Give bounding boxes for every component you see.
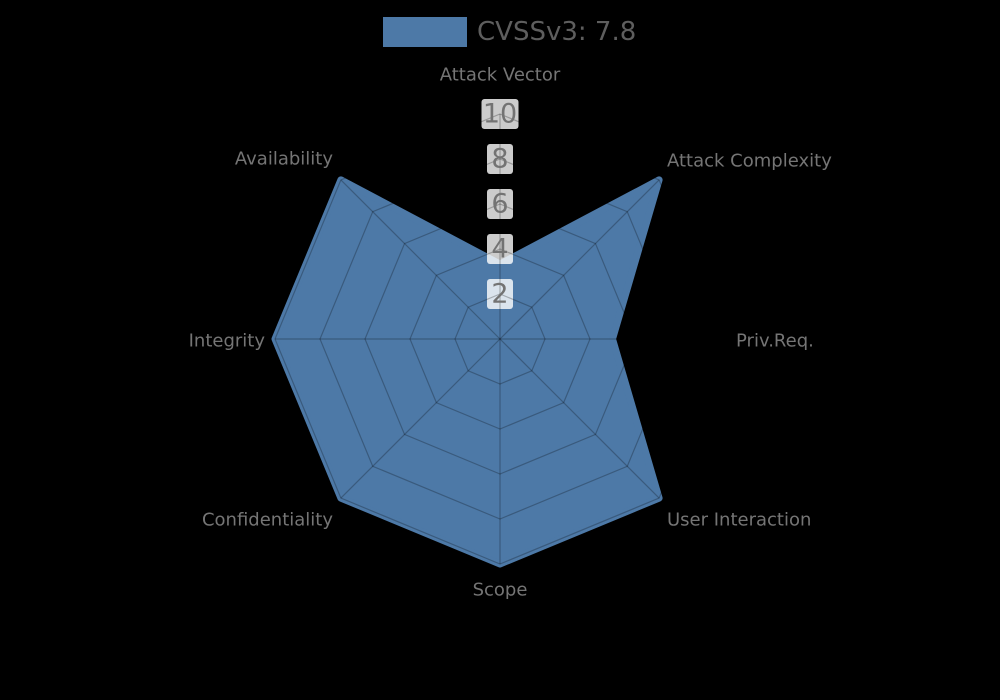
tick-label-boxes <box>481 99 519 309</box>
axis-label-attack-complexity: Attack Complexity <box>667 151 832 172</box>
axis-spoke <box>340 179 501 340</box>
grid-ring <box>409 248 591 430</box>
axis-spoke <box>499 179 660 340</box>
axis-label-availability: Availability <box>235 149 333 170</box>
axis-label-user-interaction: User Interaction <box>667 510 811 531</box>
tick-label: 8 <box>491 144 508 175</box>
grid-ring <box>454 293 546 385</box>
tick-label: 10 <box>483 99 517 130</box>
tick-label-box <box>487 234 513 264</box>
axis-label-confidentiality: Confidentiality <box>202 510 333 531</box>
radar-series-polygon <box>271 176 663 568</box>
tick-label: 4 <box>491 234 508 265</box>
axis-label-scope: Scope <box>473 580 528 601</box>
grid-ring <box>274 113 726 565</box>
legend-swatch[interactable] <box>383 17 467 47</box>
tick-label-box <box>487 279 513 309</box>
axis-label-priv-req: Priv.Req. <box>736 331 814 352</box>
tick-label: 6 <box>491 189 508 220</box>
tick-label-box <box>481 99 519 129</box>
grid-ring <box>364 203 636 475</box>
axis-spoke <box>340 338 501 499</box>
radar-series <box>271 176 663 568</box>
tick-label-box <box>487 189 513 219</box>
axis-label-attack-vector: Attack Vector <box>440 65 561 86</box>
legend-label[interactable]: CVSSv3: 7.8 <box>477 17 636 47</box>
axis-spoke <box>499 338 660 499</box>
legend[interactable]: CVSSv3: 7.8 <box>383 17 636 47</box>
axis-label-integrity: Integrity <box>189 331 266 352</box>
grid-ring <box>319 158 681 520</box>
axis-labels: Attack Vector Attack Complexity Priv.Req. U… <box>189 65 833 601</box>
radar-grid <box>274 113 726 565</box>
tick-label-box <box>487 144 513 174</box>
tick-labels: 2 4 6 8 10 <box>483 99 517 310</box>
tick-label: 2 <box>491 279 508 310</box>
